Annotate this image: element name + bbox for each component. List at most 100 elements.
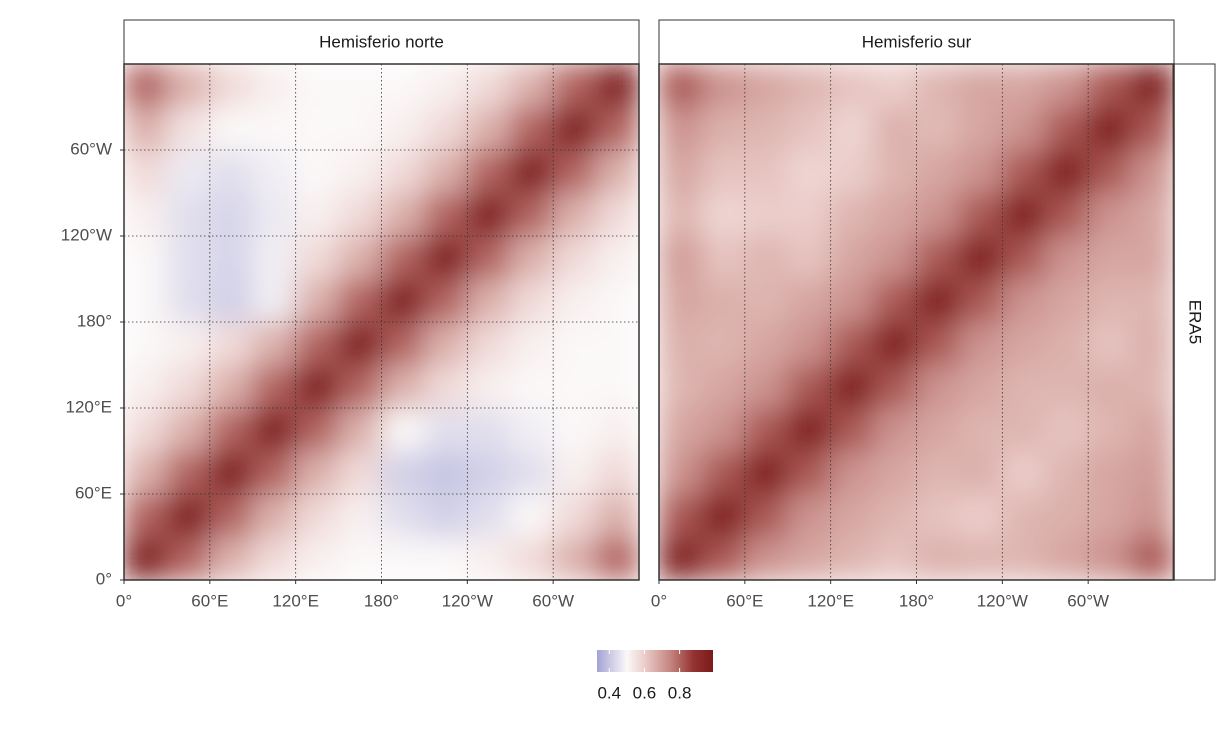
heatmap-cell: [1001, 149, 1046, 194]
heatmap-cell: [295, 493, 340, 538]
heatmap-cell: [552, 493, 597, 538]
heatmap-cell: [1087, 450, 1132, 495]
heatmap-cell: [1001, 106, 1046, 151]
heatmap-cell: [466, 192, 511, 237]
heatmap-cell: [252, 407, 297, 452]
heatmap-cell: [787, 64, 832, 108]
heatmap-cell: [787, 278, 832, 323]
row-strip-label: ERA5: [1186, 300, 1205, 344]
heatmap-cell: [509, 149, 554, 194]
heatmap-cell: [338, 106, 382, 151]
heatmap-cell: [744, 536, 789, 580]
heatmap-cell: [958, 192, 1003, 237]
heatmap-cell: [552, 321, 597, 366]
heatmap-cell: [916, 64, 960, 108]
heatmap-cell: [509, 192, 554, 237]
heatmap-cell: [166, 364, 211, 409]
heatmap-cell: [787, 493, 832, 538]
heatmap-cell: [466, 321, 511, 366]
heatmap-cell: [252, 64, 297, 108]
heatmap-cell: [1130, 364, 1174, 409]
heatmap-cell: [209, 149, 254, 194]
y-tick-label: 60°E: [75, 483, 112, 502]
x-tick-label: 120°W: [442, 591, 493, 610]
heatmap-cell: [209, 364, 254, 409]
heatmap-cell: [1001, 321, 1046, 366]
heatmap-cell: [701, 149, 746, 194]
heatmap-cell: [1087, 278, 1132, 323]
heatmap-cell: [916, 321, 960, 366]
heatmap-cell: [166, 278, 211, 323]
heatmap-cell: [873, 192, 917, 237]
heatmap-cell: [295, 364, 340, 409]
heatmap-cell: [787, 450, 832, 495]
heatmap-cell: [1044, 536, 1089, 580]
heatmap-cell: [381, 536, 425, 580]
heatmap-cell: [509, 64, 554, 108]
heatmap-cell: [552, 64, 597, 108]
heatmap-cell: [166, 192, 211, 237]
panel-border: [658, 63, 1175, 581]
heatmap-cell: [916, 450, 960, 495]
heatmap-cell: [1087, 493, 1132, 538]
heatmap-cell: [787, 407, 832, 452]
heatmap-cell: [423, 235, 468, 280]
heatmap-cell: [873, 321, 917, 366]
heatmap-cell: [916, 407, 960, 452]
heatmap-cell: [873, 536, 917, 580]
heatmap-cell: [166, 149, 211, 194]
heatmap-cell: [295, 192, 340, 237]
heatmap-cell: [916, 536, 960, 580]
heatmap-cell: [873, 493, 917, 538]
heatmap-cell: [1044, 493, 1089, 538]
heatmap-cell: [252, 321, 297, 366]
heatmap-cell: [381, 192, 425, 237]
heatmap-cell: [381, 364, 425, 409]
heatmap-cell: [509, 235, 554, 280]
heatmap-cell: [830, 321, 875, 366]
heatmap-cell: [958, 106, 1003, 151]
plot-area: [659, 64, 1174, 580]
heatmap-cell: [744, 407, 789, 452]
heatmap-cell: [423, 149, 468, 194]
x-tick-label: 180°: [364, 591, 399, 610]
heatmap-cell: [124, 321, 168, 366]
heatmap-cell: [595, 278, 639, 323]
heatmap-cell: [873, 235, 917, 280]
colorbar: [597, 650, 713, 672]
heatmap-cell: [659, 278, 703, 323]
heatmap-cell: [295, 106, 340, 151]
heatmap-cell: [466, 364, 511, 409]
heatmap-cell: [701, 278, 746, 323]
heatmap-cell: [552, 106, 597, 151]
heatmap-cell: [295, 149, 340, 194]
heatmap-cell: [787, 536, 832, 580]
heatmap-cell: [595, 235, 639, 280]
heatmap-cell: [1130, 321, 1174, 366]
heatmap-cell: [295, 64, 340, 108]
heatmap-cell: [830, 450, 875, 495]
x-tick-label: 60°E: [191, 591, 228, 610]
heatmap-cell: [1130, 106, 1174, 151]
x-tick-label: 0°: [116, 591, 132, 610]
heatmap-cell: [595, 192, 639, 237]
heatmap-cell: [830, 235, 875, 280]
heatmap-cell: [552, 149, 597, 194]
heatmap-cell: [1130, 493, 1174, 538]
heatmap-cell: [509, 493, 554, 538]
heatmap-cells: [124, 64, 639, 580]
heatmap-cell: [595, 536, 639, 580]
heatmap-cell: [1130, 64, 1174, 108]
heatmap-cell: [295, 278, 340, 323]
heatmap-cell: [659, 364, 703, 409]
heatmap-cell: [552, 407, 597, 452]
x-tick-label: 120°W: [977, 591, 1028, 610]
heatmap-cell: [916, 149, 960, 194]
heatmap-cell: [423, 536, 468, 580]
heatmap-cell: [252, 192, 297, 237]
heatmap-cell: [1044, 450, 1089, 495]
heatmap-cell: [423, 493, 468, 538]
heatmap-cell: [423, 407, 468, 452]
heatmap-cell: [252, 149, 297, 194]
